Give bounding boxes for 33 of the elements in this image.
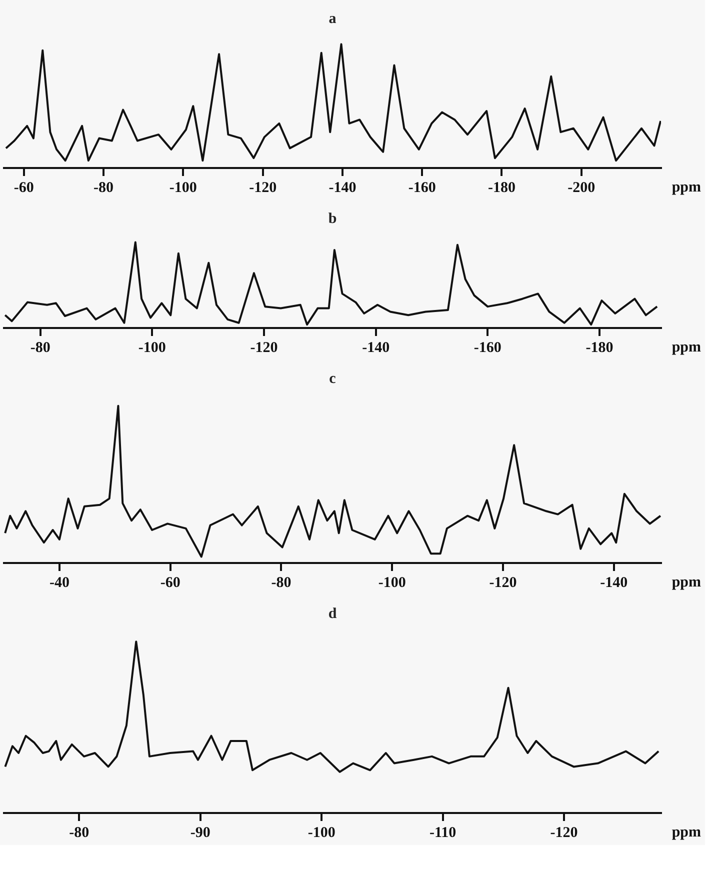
- x-tick-label: -120: [250, 340, 278, 356]
- x-tick-label: -120: [489, 574, 517, 591]
- chart-title: c: [329, 370, 336, 387]
- x-tick-label: -80: [94, 180, 114, 196]
- chart-title: a: [328, 10, 337, 27]
- x-tick-label: -80: [271, 574, 292, 591]
- x-axis-title: ppm: [672, 339, 702, 356]
- chart-title: d: [328, 606, 338, 622]
- x-tick-label: -200: [568, 180, 596, 196]
- x-axis-title: ppm: [672, 574, 702, 590]
- x-axis-title: ppm: [672, 179, 702, 196]
- x-tick-label: -160: [474, 340, 502, 356]
- x-tick-label: -90: [190, 824, 210, 841]
- x-tick-label: -140: [362, 340, 390, 356]
- x-tick-label: -120: [249, 180, 277, 196]
- x-axis-title: ppm: [672, 824, 702, 840]
- x-tick-label: -40: [49, 574, 70, 591]
- x-tick-label: -120: [550, 824, 578, 841]
- x-tick-label: -60: [160, 574, 180, 591]
- x-tick-label: -80: [30, 340, 50, 356]
- x-tick-label: -140: [328, 180, 356, 196]
- x-tick-label: -110: [429, 824, 456, 841]
- chart-title: b: [328, 210, 337, 227]
- x-tick-label: -80: [69, 824, 90, 841]
- x-tick-label: -100: [169, 180, 197, 196]
- x-tick-label: -100: [378, 574, 406, 591]
- x-tick-label: -100: [308, 824, 336, 841]
- x-tick-label: -180: [586, 340, 614, 356]
- x-tick-label: -100: [138, 340, 166, 356]
- x-tick-label: -140: [600, 574, 628, 591]
- x-tick-label: -60: [14, 180, 34, 196]
- x-tick-label: -160: [408, 180, 436, 196]
- x-tick-label: -180: [488, 180, 516, 196]
